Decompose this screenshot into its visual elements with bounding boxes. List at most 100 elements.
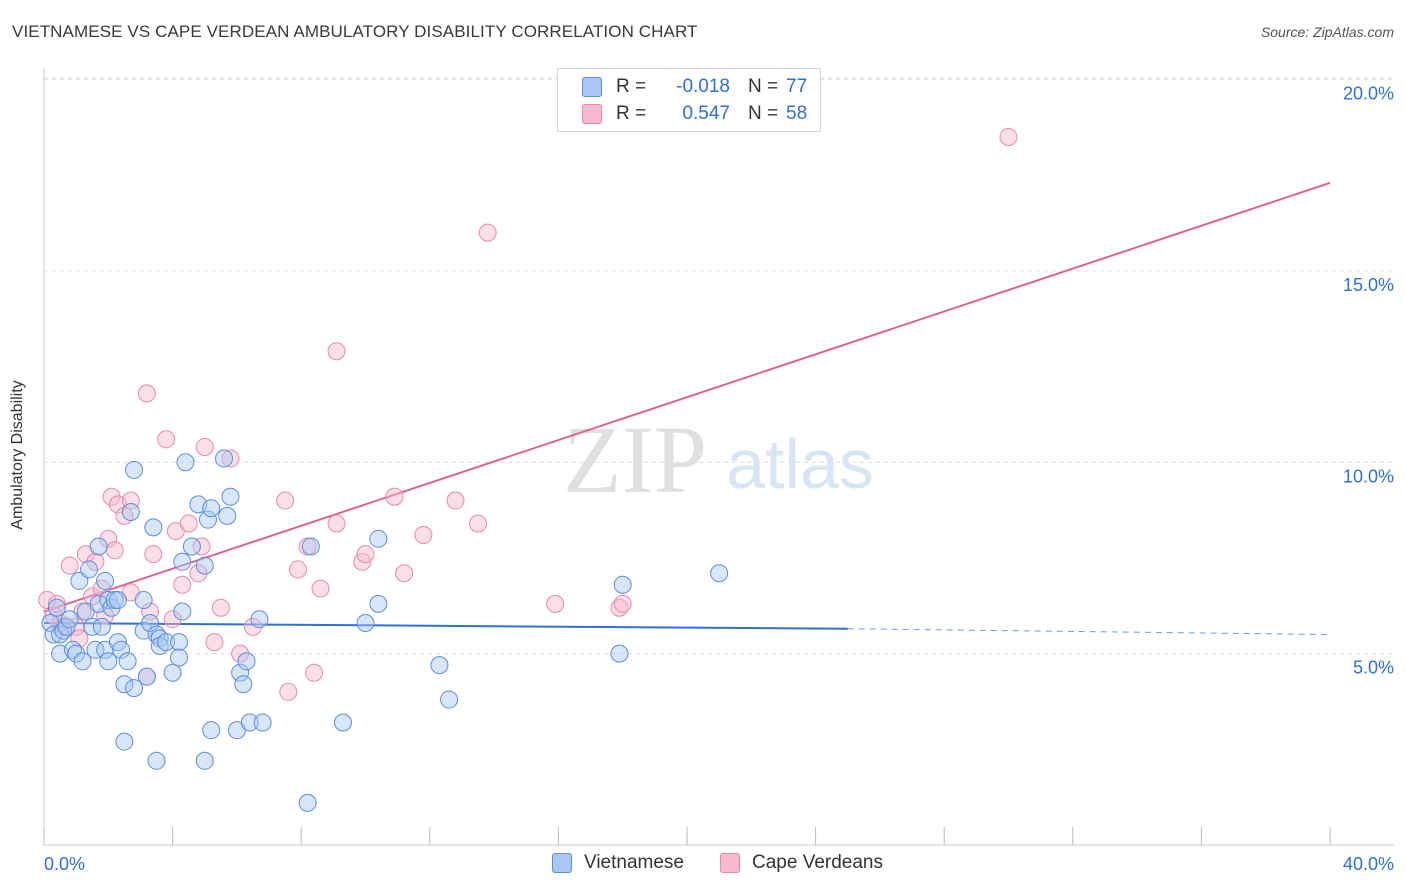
legend-r-label: R = xyxy=(616,76,647,97)
data-point-vietnamese xyxy=(710,564,729,583)
data-point-cape-verdeans xyxy=(70,629,89,648)
data-point-vietnamese xyxy=(250,610,269,629)
data-point-vietnamese xyxy=(202,721,221,740)
data-point-cape-verdeans xyxy=(469,514,488,533)
data-point-vietnamese xyxy=(440,690,459,709)
data-point-cape-verdeans xyxy=(137,384,156,403)
data-point-vietnamese xyxy=(83,617,102,636)
data-point-vietnamese xyxy=(92,617,111,636)
data-point-cape-verdeans xyxy=(231,644,250,663)
data-point-vietnamese xyxy=(240,713,259,732)
chart-title: VIETNAMESE VS CAPE VERDEAN AMBULATORY DI… xyxy=(12,22,698,41)
data-point-cape-verdeans xyxy=(279,682,298,701)
watermark: ZIP atlas xyxy=(563,406,874,513)
trend-line-vietnamese-extension xyxy=(847,628,1331,635)
data-point-vietnamese xyxy=(173,602,192,621)
data-point-vietnamese xyxy=(147,751,166,770)
legend-swatch-pink xyxy=(720,853,740,873)
data-point-cape-verdeans xyxy=(99,529,118,548)
y-tick-label: 10.0% xyxy=(1343,466,1394,486)
data-point-vietnamese xyxy=(369,529,388,548)
legend-swatch-pink xyxy=(582,104,602,124)
data-point-vietnamese xyxy=(89,537,108,556)
y-axis-label: Ambulatory Disability xyxy=(9,380,26,530)
trend-line-vietnamese xyxy=(43,622,848,630)
data-point-cape-verdeans xyxy=(327,514,346,533)
data-point-cape-verdeans xyxy=(47,594,66,613)
legend-n-value: 77 xyxy=(786,76,808,97)
data-point-cape-verdeans xyxy=(327,342,346,361)
data-point-vietnamese xyxy=(70,571,89,590)
data-point-cape-verdeans xyxy=(211,598,230,617)
data-point-vietnamese xyxy=(176,453,195,472)
tick-labels: 5.0% 10.0% 15.0% 20.0% 0.0% 40.0% xyxy=(44,84,1394,874)
data-point-vietnamese xyxy=(198,510,217,529)
trend-line-cape-verdeans xyxy=(43,181,1331,613)
data-point-cape-verdeans xyxy=(546,594,565,613)
data-point-vietnamese xyxy=(333,713,352,732)
data-point-cape-verdeans xyxy=(96,606,115,625)
data-point-vietnamese xyxy=(430,656,449,675)
legend-row-cape-verdeans: R = 0.547 N = 58 xyxy=(582,102,807,126)
data-point-vietnamese xyxy=(67,644,86,663)
data-point-cape-verdeans xyxy=(356,545,375,564)
data-point-vietnamese xyxy=(141,614,160,633)
data-point-cape-verdeans xyxy=(999,127,1018,146)
series-legend: Vietnamese Cape Verdeans xyxy=(0,852,1406,876)
data-point-cape-verdeans xyxy=(195,437,214,456)
data-point-cape-verdeans xyxy=(288,560,307,579)
data-point-cape-verdeans xyxy=(163,610,182,629)
data-point-vietnamese xyxy=(115,675,134,694)
data-point-vietnamese xyxy=(86,640,105,659)
data-point-cape-verdeans xyxy=(613,594,632,613)
legend-r-value: 0.547 xyxy=(682,103,730,124)
trend-lines xyxy=(43,181,1331,635)
legend-n-value: 58 xyxy=(786,103,808,124)
y-tick-label: 15.0% xyxy=(1343,275,1394,295)
data-point-vietnamese xyxy=(137,667,156,686)
data-point-vietnamese xyxy=(195,751,214,770)
data-point-cape-verdeans xyxy=(38,591,57,610)
legend-item-cape-verdeans: Cape Verdeans xyxy=(720,852,883,874)
data-point-vietnamese xyxy=(73,652,92,671)
correlation-legend: R = -0.018 N = 77 R = 0.547 N = 58 xyxy=(557,68,821,132)
data-point-vietnamese xyxy=(237,652,256,671)
data-point-vietnamese xyxy=(108,591,127,610)
axes xyxy=(43,68,1394,846)
data-point-cape-verdeans xyxy=(305,663,324,682)
watermark-atlas: atlas xyxy=(726,425,874,503)
data-point-vietnamese xyxy=(173,552,192,571)
x-tick-label: 0.0% xyxy=(44,854,85,874)
data-point-cape-verdeans xyxy=(478,223,497,242)
data-point-vietnamese xyxy=(157,633,176,652)
data-point-vietnamese xyxy=(80,560,99,579)
data-point-cape-verdeans xyxy=(86,552,105,571)
data-point-cape-verdeans xyxy=(60,556,79,575)
legend-item-vietnamese: Vietnamese xyxy=(552,852,684,874)
legend-label-cape-verdeans: Cape Verdeans xyxy=(752,852,883,873)
legend-n-label: N = xyxy=(748,76,779,97)
data-point-vietnamese xyxy=(99,652,118,671)
legend-r-value: -0.018 xyxy=(676,76,730,97)
data-point-cape-verdeans xyxy=(189,564,208,583)
data-point-cape-verdeans xyxy=(205,633,224,652)
data-point-cape-verdeans xyxy=(385,487,404,506)
data-point-vietnamese xyxy=(125,679,144,698)
legend-r-label: R = xyxy=(616,103,647,124)
legend-label-vietnamese: Vietnamese xyxy=(584,852,684,873)
legend-n-label: N = xyxy=(748,103,779,124)
data-point-cape-verdeans xyxy=(414,525,433,544)
data-point-vietnamese xyxy=(118,652,137,671)
legend-row-vietnamese: R = -0.018 N = 77 xyxy=(582,75,807,99)
data-point-vietnamese xyxy=(202,499,221,518)
data-point-vietnamese xyxy=(96,571,115,590)
data-point-vietnamese xyxy=(356,614,375,633)
source-credit: Source: ZipAtlas.com xyxy=(1260,24,1394,40)
data-point-vietnamese xyxy=(125,460,144,479)
data-point-vietnamese xyxy=(234,675,253,694)
data-point-vietnamese xyxy=(215,449,234,468)
data-point-vietnamese xyxy=(301,537,320,556)
data-point-vietnamese xyxy=(369,594,388,613)
data-point-vietnamese xyxy=(218,506,237,525)
